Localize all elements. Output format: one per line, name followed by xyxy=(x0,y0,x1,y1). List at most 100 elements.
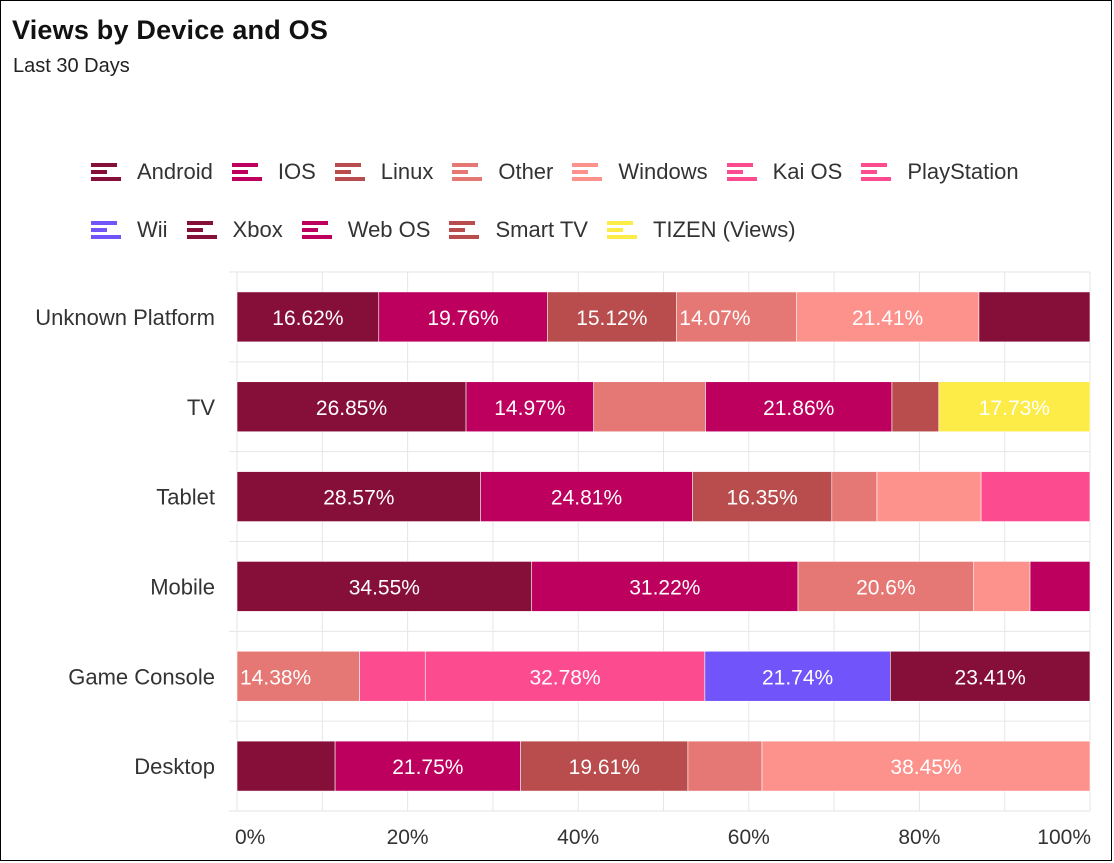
bar-segment-tablet-kai-os xyxy=(980,471,1091,522)
data-label: 15.12% xyxy=(576,307,647,330)
x-tick-label: 80% xyxy=(898,826,940,849)
legend-row-1: Android IOS Linux Other Windows Kai OS PlaySta… xyxy=(91,159,1038,185)
chart-title: Views by Device and OS xyxy=(12,15,329,45)
bar-segment-desktop-other xyxy=(687,740,763,792)
legend-label: Xbox xyxy=(232,217,283,242)
data-label: 14.07% xyxy=(679,307,750,330)
bar-segment-mobile-other xyxy=(797,561,975,612)
bar-segment-tv-other xyxy=(593,381,706,433)
legend-item-web-os[interactable]: Web OS xyxy=(301,217,430,243)
legend-label: Smart TV xyxy=(495,217,588,242)
data-label: 21.75% xyxy=(392,756,463,779)
bar-segment-unknown-platform-other xyxy=(675,291,797,343)
legend-item-wii[interactable]: Wii xyxy=(91,217,168,243)
bar-segment-tv-ios xyxy=(465,381,595,433)
bar-segment-mobile-ios xyxy=(531,561,799,612)
bar-segment-tablet-linux xyxy=(692,471,833,522)
category-label: TV xyxy=(187,395,215,420)
data-label: 24.81% xyxy=(551,487,622,510)
legend-item-android[interactable]: Android xyxy=(91,159,213,185)
bar-segment-tv-smart-tv xyxy=(891,381,940,433)
legend-label: Linux xyxy=(380,159,434,184)
bar-segment-tablet-other xyxy=(831,471,878,522)
data-label: 17.73% xyxy=(979,397,1050,420)
legend-swatch-icon xyxy=(301,221,332,239)
x-tick-label: 20% xyxy=(387,826,429,849)
legend-swatch-icon xyxy=(91,163,121,181)
data-label: 21.86% xyxy=(763,397,834,420)
bar-segment-game-console-playstation xyxy=(424,650,706,702)
legend-swatch-icon xyxy=(449,221,480,239)
legend-swatch-icon xyxy=(572,163,603,181)
x-tick-label: 40% xyxy=(557,826,599,849)
legend-label: PlayStation xyxy=(907,159,1019,184)
legend-item-ios[interactable]: IOS xyxy=(231,159,316,185)
bar-segment-desktop-linux xyxy=(520,740,689,792)
legend-item-linux[interactable]: Linux xyxy=(334,159,434,185)
legend-item-other[interactable]: Other xyxy=(452,159,553,185)
legend-swatch-icon xyxy=(861,163,892,181)
legend-label: TIZEN (Views) xyxy=(652,217,796,242)
chart-subtitle: Last 30 Days xyxy=(13,55,130,77)
category-label: Tablet xyxy=(156,485,215,510)
bar-segment-desktop-windows xyxy=(761,740,1091,792)
data-label: 21.74% xyxy=(762,666,833,689)
bar-segment-unknown-platform-android xyxy=(236,291,380,343)
bar-segment-tablet-ios xyxy=(480,471,693,522)
legend-row-2: Wii Xbox Web OS Smart TV TIZEN (Views) xyxy=(91,217,815,243)
bar-segment-unknown-platform-ios xyxy=(378,291,548,343)
bar-segment-desktop-ios xyxy=(334,740,521,792)
bar-segment-game-console-other xyxy=(236,650,360,702)
data-label: 19.61% xyxy=(569,756,640,779)
data-label: 32.78% xyxy=(529,666,600,689)
legend-swatch-icon xyxy=(726,163,757,181)
category-label: Desktop xyxy=(134,754,215,779)
legend-item-tizen-views[interactable]: TIZEN (Views) xyxy=(606,217,796,243)
data-label: 16.62% xyxy=(272,307,343,330)
bar-segment-tv-android xyxy=(236,381,467,433)
legend-swatch-icon xyxy=(606,221,637,239)
legend-item-smart-tv[interactable]: Smart TV xyxy=(449,217,588,243)
legend-label: Kai OS xyxy=(772,159,843,184)
data-label: 16.35% xyxy=(726,487,797,510)
bar-segment-tv-tizen-views xyxy=(938,381,1091,433)
bar-segment-unknown-platform-linux xyxy=(547,291,677,343)
bar-segment-mobile-web-os xyxy=(1029,561,1091,612)
data-label: 38.45% xyxy=(890,756,961,779)
bar-segment-tv-web-os xyxy=(705,381,893,433)
category-label: Mobile xyxy=(150,574,215,599)
legend-label: Windows xyxy=(618,159,708,184)
legend-label: Android xyxy=(137,159,213,184)
bar-segment-game-console-kai-os xyxy=(359,650,426,702)
bar-segment-game-console-xbox xyxy=(890,650,1091,702)
x-tick-label: 100% xyxy=(1037,826,1091,849)
data-label: 20.6% xyxy=(856,576,916,599)
bar-segment-desktop-android xyxy=(236,740,336,792)
bar-segment-mobile-android xyxy=(236,561,533,612)
legend-item-playstation[interactable]: PlayStation xyxy=(861,159,1019,185)
legend-label: Wii xyxy=(137,217,168,242)
legend-swatch-icon xyxy=(186,221,217,239)
bar-segment-game-console-wii xyxy=(704,650,891,702)
data-label: 26.85% xyxy=(316,397,387,420)
legend-item-windows[interactable]: Windows xyxy=(572,159,708,185)
data-label: 28.57% xyxy=(323,487,394,510)
x-tick-label: 60% xyxy=(728,826,770,849)
bar-segment-mobile-windows xyxy=(973,561,1031,612)
legend-item-kai-os[interactable]: Kai OS xyxy=(726,159,843,185)
legend-label: Other xyxy=(498,159,554,184)
data-label: 14.97% xyxy=(494,397,565,420)
bar-segment-unknown-platform-windows xyxy=(796,291,980,343)
category-label: Game Console xyxy=(68,664,215,689)
legend-item-xbox[interactable]: Xbox xyxy=(186,217,283,243)
data-label: 14.38% xyxy=(240,666,311,689)
legend-swatch-icon xyxy=(231,163,262,181)
x-tick-label: 0% xyxy=(235,826,265,849)
legend-label: IOS xyxy=(277,159,316,184)
category-label: Unknown Platform xyxy=(35,305,215,330)
data-label: 34.55% xyxy=(349,576,420,599)
data-label: 21.41% xyxy=(852,307,923,330)
legend-swatch-icon xyxy=(334,163,365,181)
